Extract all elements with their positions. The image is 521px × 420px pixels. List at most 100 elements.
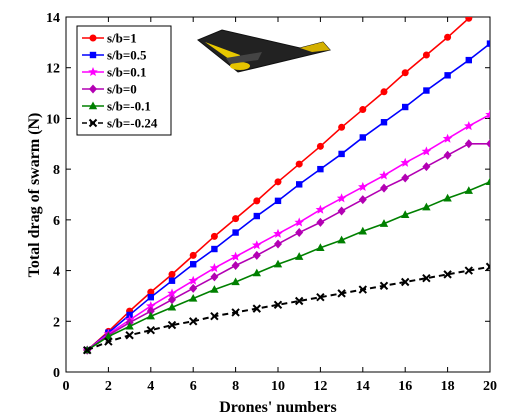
y-tick-label: 10 (46, 112, 60, 127)
data-point (402, 103, 409, 111)
data-point (443, 270, 452, 279)
data-point (167, 320, 177, 330)
legend-label: s/b=0.5 (107, 48, 147, 63)
y-tick-label: 6 (53, 214, 60, 229)
legend-marker (88, 118, 98, 128)
data-point (210, 232, 218, 240)
data-point (274, 197, 282, 205)
data-point (146, 325, 156, 335)
y-tick-label: 12 (46, 62, 60, 77)
data-point (188, 275, 198, 285)
data-point (252, 304, 262, 313)
data-point (147, 293, 154, 301)
legend-entry: s/b=1 (82, 31, 137, 46)
data-point (444, 72, 451, 79)
data-point (485, 262, 490, 271)
data-point (337, 206, 346, 216)
data-point (316, 243, 325, 251)
data-point (168, 270, 176, 278)
data-point (232, 215, 240, 223)
legend-label: s/b=1 (107, 31, 137, 46)
legend-marker (89, 51, 97, 59)
data-point (231, 277, 240, 286)
data-point (358, 285, 368, 294)
legend-label: s/b=0 (107, 82, 137, 97)
data-point (485, 177, 490, 186)
data-point (274, 239, 282, 249)
data-point (486, 40, 490, 47)
x-tick-label: 14 (356, 379, 370, 394)
y-tick-label: 0 (53, 366, 60, 381)
data-point (104, 337, 113, 346)
data-point (147, 288, 155, 296)
data-point (210, 272, 219, 282)
data-point (442, 133, 453, 143)
legend-entry: s/b=-0.1 (82, 99, 151, 114)
data-point (168, 277, 176, 284)
x-tick-label: 0 (63, 379, 70, 394)
data-point (358, 195, 367, 205)
data-point (274, 178, 282, 186)
legend-label: s/b=-0.24 (107, 116, 158, 131)
data-point (464, 121, 474, 131)
data-point (400, 277, 410, 287)
data-point (252, 240, 262, 250)
x-tick-label: 10 (271, 379, 285, 394)
data-point (485, 109, 490, 119)
data-point (230, 251, 241, 261)
data-point (423, 87, 430, 94)
data-point (401, 210, 410, 218)
x-tick-label: 12 (313, 379, 327, 394)
data-point (125, 331, 134, 340)
data-point (316, 217, 325, 227)
y-tick-label: 2 (53, 315, 60, 330)
data-point (358, 181, 368, 191)
legend-entry: s/b=-0.24 (82, 116, 158, 131)
x-tick-label: 8 (232, 379, 239, 394)
data-point (231, 308, 240, 317)
legend-entry: s/b=0.1 (82, 65, 147, 80)
legend-marker (89, 34, 97, 42)
data-point (401, 69, 409, 77)
data-point (146, 311, 155, 320)
data-point (167, 288, 177, 298)
y-tick-label: 14 (46, 11, 60, 26)
legend-label: s/b=0.1 (107, 65, 147, 80)
data-point (338, 123, 346, 131)
data-point (167, 302, 177, 311)
data-point (82, 345, 92, 355)
data-point (422, 273, 431, 283)
data-point (380, 119, 388, 126)
legend-marker (88, 101, 98, 110)
series-0 (83, 17, 473, 354)
data-point (189, 251, 197, 259)
data-point (401, 173, 410, 183)
data-point (295, 160, 303, 168)
data-point (294, 217, 304, 227)
series-line (86, 17, 472, 351)
data-point (358, 226, 367, 235)
data-point (273, 300, 283, 310)
x-tick-label: 18 (441, 379, 455, 394)
legend-marker (88, 67, 98, 77)
y-axis-label: Total drag of swarm (N) (26, 113, 43, 278)
data-point (188, 317, 198, 326)
y-tick-label: 8 (53, 163, 60, 178)
data-point (231, 261, 240, 270)
data-point (380, 88, 388, 96)
data-point (316, 142, 324, 150)
data-point (273, 259, 283, 268)
data-point (465, 17, 473, 22)
x-tick-label: 4 (147, 379, 154, 394)
data-point (273, 228, 283, 238)
data-point (295, 252, 304, 260)
data-point (253, 212, 260, 220)
legend: s/b=1 s/b=0.5 s/b=0.1 s/b=0 s/b=-0.1 s/b=-0.2… (76, 25, 172, 136)
data-point (189, 283, 198, 293)
data-point (211, 245, 218, 253)
data-point (168, 295, 176, 305)
series-line (86, 265, 490, 352)
data-point (317, 165, 324, 173)
data-point (190, 261, 197, 268)
data-point (232, 229, 239, 236)
